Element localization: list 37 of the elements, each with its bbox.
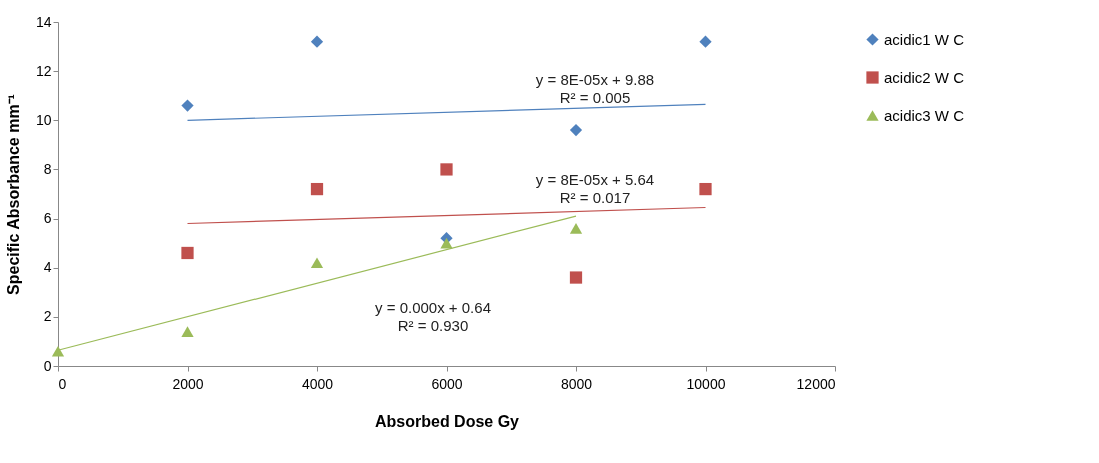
- x-tick-label: 0: [58, 375, 67, 392]
- point: [440, 163, 453, 176]
- point: [440, 237, 453, 249]
- annotation: y = 8E-05x + 5.64 R² = 0.017: [535, 171, 655, 206]
- point: [181, 326, 194, 337]
- y-axis-title: Specific Absorbance mm⁻¹: [4, 94, 22, 295]
- x-tick-label: 10000: [686, 375, 726, 392]
- legend-label: acidic3 W C: [884, 106, 965, 124]
- legend-label: acidic2 W C: [884, 68, 965, 86]
- y-tick-label: 6: [43, 210, 52, 227]
- point: [699, 182, 712, 196]
- x-tick-label: 2000: [172, 375, 204, 392]
- y-tick-label: 10: [35, 111, 52, 128]
- x-tick-label: 12000: [796, 375, 836, 392]
- point: [569, 223, 583, 234]
- point: [181, 246, 194, 260]
- annotation: y = 0.000x + 0.64 R² = 0.930: [375, 299, 491, 334]
- y-tick-label: 12: [35, 62, 52, 79]
- x-axis-title: Absorbed Dose Gy: [374, 412, 520, 430]
- point: [569, 123, 583, 137]
- x-tick-label: 6000: [431, 375, 463, 392]
- point: [310, 182, 324, 196]
- point: [569, 271, 583, 284]
- point: [310, 257, 324, 269]
- y-tick-label: 0: [43, 357, 52, 374]
- y-tick-label: 2: [43, 308, 52, 325]
- annotation: y = 8E-05x + 9.88 R² = 0.005: [535, 71, 655, 106]
- y-tick-label: 4: [43, 259, 52, 276]
- legend-label: acidic1 W C: [884, 30, 965, 48]
- x-tick-label: 8000: [560, 375, 593, 392]
- x-tick-label: 4000: [301, 375, 334, 392]
- point: [181, 99, 194, 112]
- y-tick-label: 14: [35, 13, 52, 30]
- point: [699, 35, 712, 48]
- y-tick-label: 8: [43, 160, 52, 177]
- point: [51, 345, 65, 357]
- point: [310, 35, 324, 48]
